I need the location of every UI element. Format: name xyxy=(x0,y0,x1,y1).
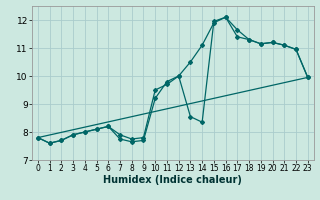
X-axis label: Humidex (Indice chaleur): Humidex (Indice chaleur) xyxy=(103,175,242,185)
